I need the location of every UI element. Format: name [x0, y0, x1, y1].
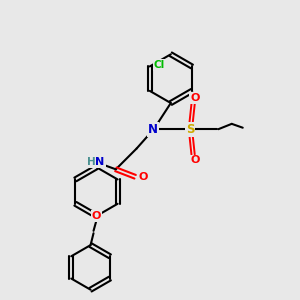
Text: S: S [186, 123, 194, 136]
Text: Cl: Cl [154, 60, 165, 70]
Text: N: N [95, 157, 105, 167]
Text: O: O [190, 93, 200, 103]
Text: O: O [190, 155, 200, 165]
Text: O: O [92, 211, 101, 221]
Text: H: H [87, 157, 95, 167]
Text: O: O [139, 172, 148, 182]
Text: N: N [148, 123, 158, 136]
